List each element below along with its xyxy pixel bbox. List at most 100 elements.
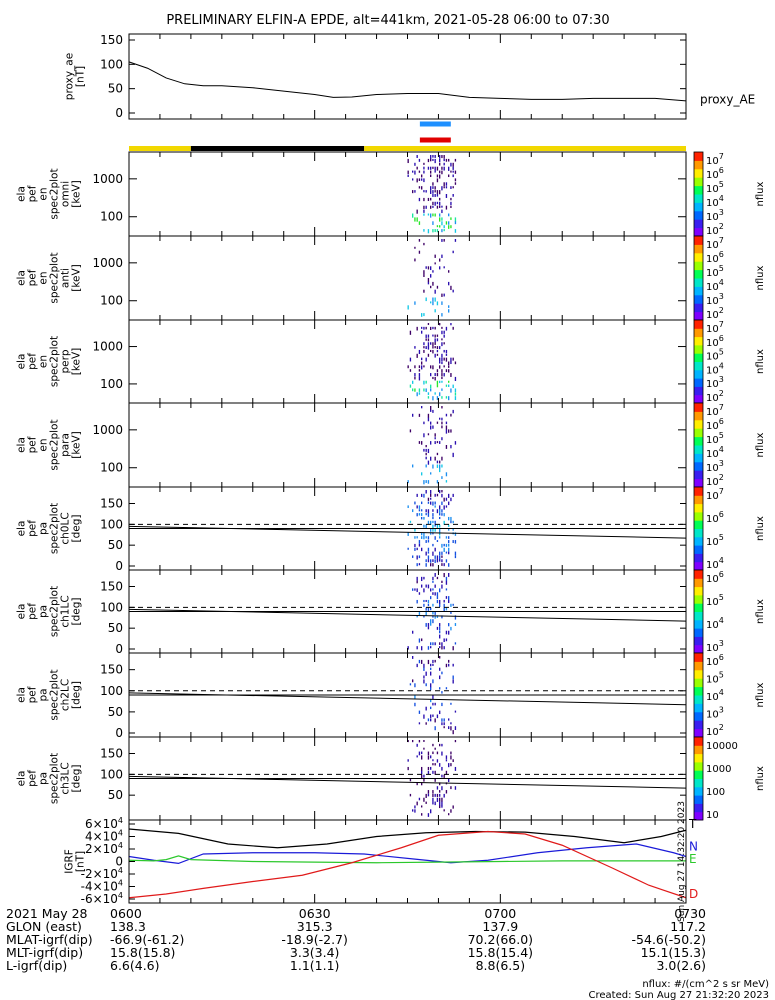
spectrogram-cell	[454, 555, 457, 559]
spectrogram-cell	[423, 380, 425, 385]
spectrogram-cell	[432, 513, 434, 517]
spectrogram-cell	[448, 536, 450, 539]
spectrogram-cell	[414, 376, 416, 380]
spectrogram-cell	[432, 205, 434, 208]
spectrogram-cell	[430, 301, 432, 304]
y-tick-label: 1000	[92, 340, 123, 354]
spectrogram-cell	[427, 197, 430, 201]
spectrogram-cell	[448, 365, 450, 368]
spectrogram-cell	[423, 603, 425, 607]
spectrogram-cell	[430, 170, 432, 174]
spectrogram-cell	[432, 509, 434, 512]
spectrogram-cell	[418, 611, 421, 616]
orbit-segment-science	[364, 146, 686, 151]
panel-frame	[128, 33, 687, 120]
spectrogram-cell	[432, 524, 434, 528]
spectrogram-cell	[445, 759, 448, 762]
spectrogram-cell	[418, 373, 421, 377]
colorbar-tick-label: 10	[706, 810, 719, 821]
spectrogram-cell	[421, 493, 423, 497]
spectrogram-cell	[427, 509, 430, 514]
spectrogram-cell	[412, 679, 414, 683]
spectrogram-cell	[432, 759, 434, 762]
y-tick-label: 1000	[92, 172, 123, 186]
spectrogram-cell	[432, 501, 434, 506]
spectrogram-cell	[427, 334, 430, 338]
colorbar-tick-label: 103	[706, 639, 724, 654]
colorbar-tick-label: 103	[706, 706, 724, 721]
axis-label-line: ela	[16, 604, 28, 620]
axis-label-line: [keV]	[71, 348, 83, 376]
spectrogram-cell	[436, 493, 439, 497]
axis-label-line: pa	[38, 522, 50, 535]
colorbar-segment	[694, 168, 703, 178]
spectrogram-cell	[421, 313, 423, 317]
spectrogram-cell	[414, 501, 416, 505]
spectrogram-cell	[434, 338, 436, 343]
colorbar-segment	[694, 202, 703, 212]
spectrogram-cell	[439, 417, 441, 420]
colorbar-tick-label: 107	[706, 487, 724, 502]
colorbar-segment	[694, 461, 703, 471]
colorbar-segment	[694, 669, 703, 679]
spectrogram-cell	[434, 353, 436, 358]
spectrogram-cell	[434, 229, 436, 233]
spectrogram-cell	[430, 623, 432, 626]
spectrogram-cell	[452, 540, 454, 544]
spectrogram-cell	[434, 170, 436, 173]
colorbar-title: nflux	[755, 682, 766, 707]
axis-label-line: pef	[27, 686, 39, 703]
spectrogram-cell	[434, 186, 436, 190]
spectrogram-cell	[439, 505, 441, 510]
spectrogram-cell	[441, 330, 443, 335]
colorbar-segment	[694, 311, 703, 321]
spectrogram-cell	[427, 460, 430, 465]
spectrogram-cell	[439, 528, 441, 533]
spectrogram-cell	[441, 301, 443, 305]
spectrogram-cell	[427, 770, 430, 775]
spectrogram-cell	[425, 452, 427, 456]
axis-label-line: ela	[16, 354, 28, 370]
axis-label-line: pef	[27, 770, 39, 787]
spectrogram-cell	[421, 501, 423, 505]
spectrogram-cell	[441, 786, 443, 791]
igrf-component-label: E	[689, 852, 697, 866]
spectrogram-cell	[414, 702, 416, 707]
spectrogram-cell	[418, 158, 421, 162]
spectrogram-cell	[439, 797, 441, 802]
spectrogram-cell	[436, 615, 439, 618]
spectrogram-cell	[439, 213, 441, 217]
spectrogram-cell	[416, 801, 418, 806]
spectrogram-cell	[430, 166, 432, 170]
spectrogram-cell	[434, 342, 436, 345]
spectrogram-cell	[448, 813, 450, 816]
spectrogram-cell	[441, 217, 443, 221]
spectrogram-cell	[448, 763, 450, 768]
spectrogram-cell	[421, 532, 423, 536]
spectrogram-cell	[416, 392, 418, 397]
spectrogram-cell	[412, 464, 414, 468]
spectrogram-cell	[430, 456, 432, 461]
spectrogram-cell	[443, 342, 445, 345]
spectrogram-cell	[432, 801, 434, 805]
spectrogram-cell	[423, 209, 425, 213]
colorbar-segment	[694, 227, 703, 237]
spectrogram-cell	[441, 702, 443, 707]
spectrogram-cell	[418, 722, 421, 725]
spectrogram-cell	[439, 170, 441, 174]
spectrogram-cell	[423, 346, 425, 349]
y-tick-label: 0	[115, 726, 123, 740]
spectrogram-cell	[439, 667, 441, 671]
spectrogram-cell	[427, 166, 430, 170]
spectrogram-cell	[430, 365, 432, 369]
spectrogram-cell	[448, 551, 450, 555]
colorbar-segment	[694, 403, 703, 412]
colorbar-title: nflux	[755, 599, 766, 624]
spectrogram-cell	[432, 790, 434, 794]
spectrogram-cell	[414, 805, 416, 809]
spectrogram-cell	[434, 528, 436, 532]
spectrogram-cell	[416, 563, 418, 567]
spectrogram-cell	[443, 573, 445, 578]
spectrogram-cell	[434, 642, 436, 646]
spectrogram-cell	[452, 679, 454, 684]
